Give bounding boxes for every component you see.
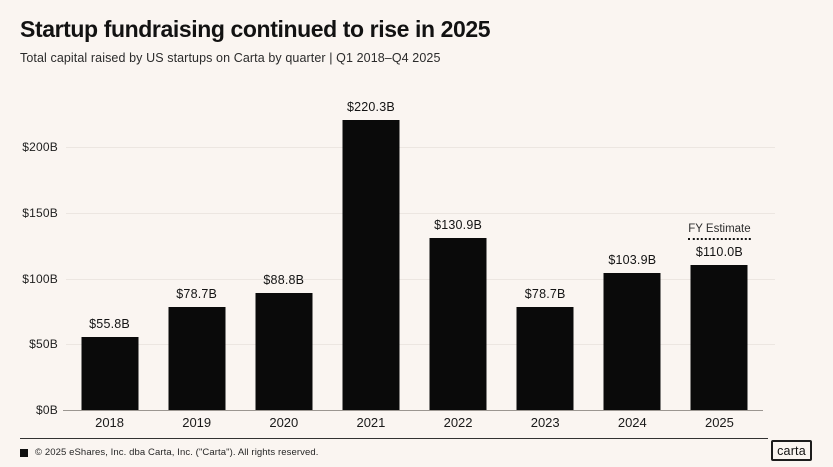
square-bullet-icon xyxy=(20,448,28,457)
bar-column-2025: $110.0B FY Estimate 2025 xyxy=(676,147,763,430)
bar-2022 xyxy=(429,237,487,410)
bar-value-label: $55.8B xyxy=(89,316,130,331)
page-subtitle: Total capital raised by US startups on C… xyxy=(20,51,441,65)
bar-value-label: $103.9B xyxy=(608,253,657,268)
bar-value-label: $78.7B xyxy=(524,286,566,301)
y-axis-tick-label: $50B xyxy=(29,337,58,352)
y-axis-tick-label: $200B xyxy=(22,140,58,154)
bar-column-2020: $88.8B 2020 xyxy=(240,147,327,430)
x-axis-tick-label: 2019 xyxy=(182,415,212,430)
gridline xyxy=(66,147,775,148)
copyright-text: © 2025 eShares, Inc. dba Carta, Inc. ("C… xyxy=(35,447,319,458)
footer-divider xyxy=(20,438,768,439)
gridline xyxy=(66,212,775,214)
gridline xyxy=(66,344,775,346)
bar-2021 xyxy=(342,120,400,410)
x-axis-tick-label: 2024 xyxy=(617,415,647,430)
bar-column-2022: $130.9B 2022 xyxy=(415,147,502,430)
bar-2020 xyxy=(255,293,313,410)
y-axis-tick-label: $100B xyxy=(22,271,58,286)
chart-header: Startup fundraising continued to rise in… xyxy=(20,16,491,65)
bar-column-2018: $55.8B 2018 xyxy=(66,147,153,430)
x-axis-tick-label: 2018 xyxy=(95,415,125,430)
x-axis-tick-label: 2021 xyxy=(356,415,386,430)
bar-column-2023: $78.7B 2023 xyxy=(502,147,589,430)
bar-value-label: $220.3B xyxy=(346,100,395,115)
x-axis-tick-label: 2022 xyxy=(443,415,473,430)
bar-value-label: $130.9B xyxy=(434,217,483,232)
plot-area: $55.8B 2018 $78.7B 2019 $88.8B 2020 $220.3B 202… xyxy=(63,100,775,430)
x-axis-tick-label: 2023 xyxy=(530,415,560,430)
bar-column-2024: $103.9B 2024 xyxy=(589,147,676,430)
x-axis-line xyxy=(63,410,763,411)
bar-column-2019: $78.7B 2019 xyxy=(153,147,240,430)
bar-2018 xyxy=(81,336,139,410)
carta-logo: carta xyxy=(771,440,812,461)
bar-2023 xyxy=(516,306,574,410)
page-title: Startup fundraising continued to rise in… xyxy=(20,16,491,42)
y-axis-tick-label: $150B xyxy=(22,205,58,220)
gridline xyxy=(66,278,775,280)
bar-2025 xyxy=(690,265,748,410)
bar-value-label: $110.0B xyxy=(695,245,743,260)
bar-value-label: $88.8B xyxy=(263,273,305,288)
bar-2019 xyxy=(168,306,226,410)
bar-value-label: $78.7B xyxy=(176,286,218,301)
footer-copyright-row: © 2025 eShares, Inc. dba Carta, Inc. ("C… xyxy=(20,447,319,458)
y-axis-tick-label: $0B xyxy=(36,403,58,417)
x-axis-tick-label: 2025 xyxy=(704,415,734,430)
bar-2024 xyxy=(603,273,661,410)
x-axis-tick-label: 2020 xyxy=(269,415,299,430)
bar-column-2021: $220.3B 2021 xyxy=(327,100,414,430)
fy-estimate-annotation: FY Estimate xyxy=(688,223,751,241)
